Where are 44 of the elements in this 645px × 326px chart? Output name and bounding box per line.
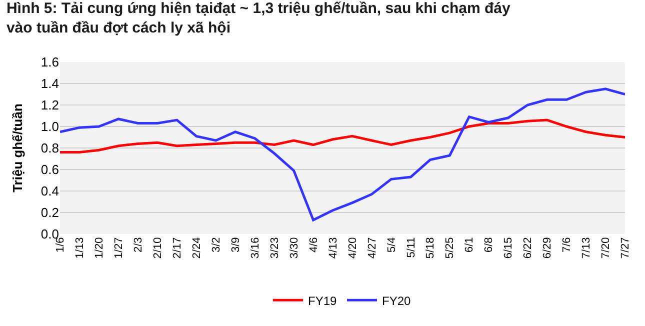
y-tick-label: 1.2 <box>40 98 59 113</box>
y-axis-title: Triệu ghế/tuần <box>10 104 25 192</box>
x-tick-label: 7/13 <box>580 237 593 259</box>
x-tick-label: 2/3 <box>132 237 145 252</box>
x-tick-label: 5/4 <box>386 237 398 252</box>
x-tick-label: 5/18 <box>424 237 437 259</box>
x-tick-label: 3/30 <box>288 237 300 259</box>
x-tick-label: 2/10 <box>152 237 164 259</box>
x-tick-label: 1/6 <box>54 237 67 252</box>
x-tick-label: 5/25 <box>444 237 456 259</box>
x-tick-label: 6/1 <box>464 237 476 252</box>
line-series <box>60 88 625 222</box>
y-tick-label: 0.2 <box>40 205 59 220</box>
y-tick-label: 1.0 <box>40 119 59 134</box>
x-tick-label: 6/29 <box>542 237 554 259</box>
chart-title: Hình 5: Tải cung ứng hiện tạiđạt ~ 1,3 triệu ghế/tuần, sau khi chạm đáy vào tuần đầu đợt cách ly xã hội <box>6 0 511 37</box>
y-tick-label: 0.6 <box>40 162 59 178</box>
x-tick-label: 3/2 <box>210 237 222 252</box>
x-tick-label: 2/17 <box>171 237 184 259</box>
x-tick-label: 4/20 <box>346 237 359 259</box>
x-tick-label: 6/15 <box>502 237 515 259</box>
x-tick-label: 3/23 <box>268 237 281 259</box>
x-tick-label: 4/27 <box>366 237 378 259</box>
x-tick-label: 1/13 <box>74 237 86 259</box>
x-tick-label: 7/6 <box>561 237 574 252</box>
line-series <box>60 118 625 154</box>
x-tick-label: 6/22 <box>522 237 534 259</box>
legend-label: FY20 <box>382 294 412 308</box>
x-tick-label: 5/11 <box>405 237 418 258</box>
y-tick-label: 0.4 <box>40 184 59 199</box>
x-tick-label: 3/16 <box>249 237 262 259</box>
x-tick-label: 1/20 <box>94 237 106 259</box>
x-tick-label: 3/9 <box>230 237 242 252</box>
x-tick-label: 4/13 <box>327 237 340 259</box>
y-tick-label: 1.4 <box>40 76 59 92</box>
x-tick-label: 7/20 <box>600 237 612 259</box>
x-tick-label: 7/27 <box>620 237 632 259</box>
legend-label: FY19 <box>308 294 338 308</box>
x-tick-label: 4/6 <box>308 237 320 252</box>
x-tick-label: 1/27 <box>113 237 126 259</box>
y-tick-label: 1.6 <box>40 54 59 70</box>
y-tick-label: 0.8 <box>40 140 59 156</box>
x-tick-label: 2/24 <box>190 237 203 259</box>
x-tick-label: 6/8 <box>483 237 496 252</box>
